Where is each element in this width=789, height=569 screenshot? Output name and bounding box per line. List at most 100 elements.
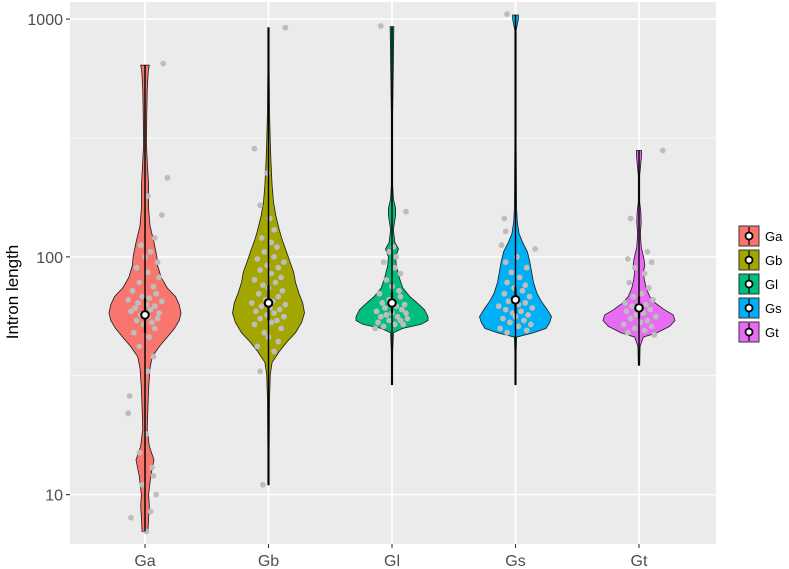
data-point: [139, 293, 146, 300]
data-point: [151, 325, 158, 332]
data-point: [154, 315, 161, 322]
data-point: [139, 481, 146, 488]
y-tick-label: 1000: [27, 12, 63, 29]
data-point: [281, 313, 287, 320]
data-point: [394, 313, 401, 320]
data-point: [386, 317, 393, 324]
data-point: [397, 270, 404, 277]
data-point: [624, 256, 631, 262]
data-point: [644, 248, 651, 255]
data-point: [149, 319, 155, 326]
data-point: [504, 329, 510, 336]
data-point: [523, 264, 530, 271]
legend-key-marker: [744, 327, 754, 337]
data-point: [144, 269, 151, 276]
y-tick-label: 10: [45, 488, 63, 505]
data-point: [386, 248, 393, 255]
data-point: [282, 301, 289, 308]
violin-Gb: [232, 24, 305, 488]
data-point: [257, 315, 263, 322]
data-point: [271, 348, 277, 355]
data-point: [516, 274, 523, 281]
data-point: [271, 254, 277, 260]
data-point: [125, 410, 132, 417]
data-point: [164, 174, 171, 181]
data-point: [268, 239, 275, 246]
data-point: [260, 481, 266, 488]
data-point: [379, 300, 386, 306]
mean-marker: [634, 303, 644, 313]
data-point: [160, 60, 167, 67]
data-point: [153, 491, 160, 498]
data-point: [149, 464, 155, 471]
legend-label: Gl: [765, 277, 778, 292]
x-tick-label: Gb: [258, 553, 279, 569]
data-point: [620, 321, 627, 328]
data-point: [504, 11, 510, 17]
data-point: [380, 259, 387, 266]
legend-label: Ga: [765, 229, 783, 244]
data-point: [529, 305, 536, 311]
data-point: [128, 308, 134, 315]
data-point: [519, 287, 526, 294]
x-tick-label: Gl: [384, 553, 400, 569]
data-point: [397, 293, 404, 300]
data-point: [274, 244, 280, 250]
data-point: [258, 235, 265, 241]
data-point: [508, 269, 515, 276]
data-point: [643, 301, 649, 308]
data-point: [147, 306, 154, 313]
data-point: [130, 329, 137, 336]
data-point: [146, 295, 153, 302]
data-point: [282, 24, 289, 31]
data-point: [500, 315, 506, 322]
data-point: [261, 329, 268, 336]
data-point: [132, 305, 139, 311]
data-point: [257, 202, 263, 209]
data-point: [502, 259, 509, 266]
data-point: [144, 368, 151, 375]
data-point: [626, 279, 633, 286]
data-point: [279, 287, 286, 294]
data-point: [151, 303, 158, 310]
data-point: [147, 508, 154, 515]
violin-Gl: [355, 23, 429, 386]
data-point: [515, 323, 522, 330]
data-point: [156, 274, 162, 281]
data-point: [153, 290, 160, 297]
data-point: [126, 393, 133, 399]
data-point: [521, 317, 527, 324]
data-point: [404, 315, 411, 322]
data-point: [518, 308, 524, 315]
data-point: [630, 293, 637, 300]
data-point: [377, 23, 384, 29]
data-point: [144, 193, 151, 200]
y-tick-label: 100: [36, 250, 63, 267]
legend-key-marker: [744, 231, 754, 241]
data-point: [156, 310, 162, 316]
data-point: [631, 264, 638, 271]
data-point: [528, 321, 534, 328]
data-point: [268, 319, 275, 326]
data-point: [133, 264, 140, 271]
data-point: [641, 270, 648, 277]
data-point: [391, 321, 398, 328]
data-point: [272, 279, 279, 286]
data-point: [261, 248, 268, 255]
mean-marker: [510, 294, 521, 305]
data-point: [275, 338, 282, 345]
data-point: [644, 317, 651, 324]
data-point: [523, 327, 530, 334]
legend: Ga Gb Gl Gs Gt: [738, 225, 783, 343]
legend-key-marker: [744, 279, 754, 289]
legend-label: Gb: [765, 253, 782, 268]
data-point: [150, 472, 157, 479]
data-point: [158, 212, 165, 218]
data-point: [393, 254, 400, 260]
data-point: [645, 285, 652, 291]
data-point: [396, 287, 402, 294]
data-point: [150, 283, 157, 290]
data-point: [151, 235, 158, 241]
legend-label: Gs: [765, 301, 782, 316]
